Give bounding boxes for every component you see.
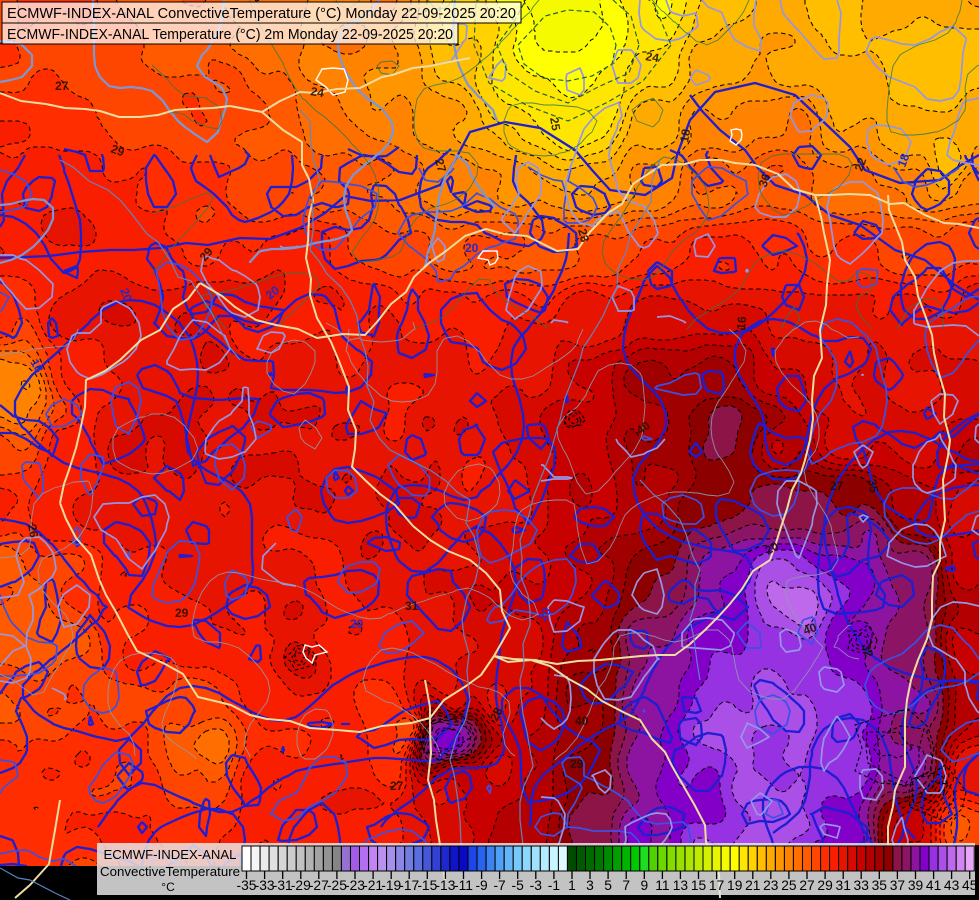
svg-text:27: 27 xyxy=(55,79,69,93)
svg-text:27: 27 xyxy=(432,157,449,174)
svg-text:18: 18 xyxy=(895,151,913,169)
svg-text:-17: -17 xyxy=(399,878,419,893)
svg-text:20: 20 xyxy=(117,286,135,304)
svg-text:36: 36 xyxy=(756,171,774,189)
svg-text:-29: -29 xyxy=(291,878,311,893)
svg-text:21: 21 xyxy=(745,878,760,893)
svg-text:1: 1 xyxy=(568,878,576,893)
svg-text:11: 11 xyxy=(655,878,669,893)
svg-text:29: 29 xyxy=(817,878,833,893)
svg-text:39: 39 xyxy=(908,878,924,893)
svg-text:ECMWF-INDEX-ANAL ConvectiveTem: ECMWF-INDEX-ANAL ConvectiveTemperature (… xyxy=(7,5,516,22)
svg-text:7: 7 xyxy=(622,878,630,893)
svg-text:-33: -33 xyxy=(255,878,275,893)
svg-text:13: 13 xyxy=(673,878,689,893)
svg-text:35: 35 xyxy=(872,878,888,893)
svg-text:ConvectiveTemperature: ConvectiveTemperature xyxy=(100,864,240,879)
svg-text:-35: -35 xyxy=(237,878,257,893)
svg-text:23: 23 xyxy=(763,878,779,893)
svg-text:-5: -5 xyxy=(512,878,525,893)
svg-text:22: 22 xyxy=(852,155,870,173)
svg-text:41: 41 xyxy=(926,878,941,893)
svg-text:28: 28 xyxy=(487,705,505,723)
svg-text:31: 31 xyxy=(836,878,851,893)
svg-text:17: 17 xyxy=(709,878,724,893)
svg-text:-7: -7 xyxy=(493,878,505,893)
svg-text:27: 27 xyxy=(390,779,404,793)
svg-text:-13: -13 xyxy=(435,878,455,893)
svg-text:27: 27 xyxy=(799,878,814,893)
svg-text:43: 43 xyxy=(944,878,960,893)
svg-text:°C: °C xyxy=(161,880,175,894)
svg-text:40: 40 xyxy=(801,620,819,638)
svg-text:-31: -31 xyxy=(273,878,293,893)
svg-text:5: 5 xyxy=(604,878,612,893)
svg-text:24: 24 xyxy=(644,49,660,65)
svg-text:20: 20 xyxy=(763,539,782,558)
svg-text:3: 3 xyxy=(586,878,594,893)
svg-text:-11: -11 xyxy=(454,878,473,893)
svg-text:32: 32 xyxy=(859,642,876,659)
svg-text:25: 25 xyxy=(781,878,797,893)
svg-text:16: 16 xyxy=(734,315,749,330)
svg-text:-23: -23 xyxy=(345,878,365,893)
svg-text:20: 20 xyxy=(350,617,364,631)
svg-text:29: 29 xyxy=(175,606,189,620)
svg-text:19: 19 xyxy=(727,878,743,893)
svg-text:35: 35 xyxy=(865,478,881,494)
svg-text:20: 20 xyxy=(535,605,554,624)
svg-text:-9: -9 xyxy=(475,878,488,893)
svg-text:40: 40 xyxy=(575,714,589,728)
svg-text:9: 9 xyxy=(640,878,648,893)
svg-text:33: 33 xyxy=(854,878,870,893)
svg-text:29: 29 xyxy=(109,142,127,160)
svg-text:29: 29 xyxy=(570,757,584,771)
svg-text:-25: -25 xyxy=(327,878,347,893)
svg-text:37: 37 xyxy=(890,878,905,893)
svg-text:18: 18 xyxy=(677,128,693,144)
svg-text:20: 20 xyxy=(465,241,479,255)
svg-text:18: 18 xyxy=(27,357,46,376)
svg-text:25: 25 xyxy=(547,116,563,132)
svg-text:-19: -19 xyxy=(381,878,401,893)
svg-text:-21: -21 xyxy=(363,878,383,893)
svg-text:26: 26 xyxy=(25,523,41,539)
svg-text:27: 27 xyxy=(830,479,844,493)
svg-text:45: 45 xyxy=(962,878,978,893)
svg-text:31: 31 xyxy=(405,599,419,613)
svg-text:-27: -27 xyxy=(309,878,329,893)
svg-text:-1: -1 xyxy=(548,878,560,893)
svg-text:-3: -3 xyxy=(530,878,543,893)
svg-text:ECMWF-INDEX-ANAL: ECMWF-INDEX-ANAL xyxy=(104,847,237,862)
svg-text:15: 15 xyxy=(691,878,707,893)
svg-text:ECMWF-INDEX-ANAL Temperature (: ECMWF-INDEX-ANAL Temperature (°C) 2m Mon… xyxy=(7,26,453,43)
svg-text:23: 23 xyxy=(575,227,592,244)
svg-text:-15: -15 xyxy=(417,878,437,893)
svg-text:24: 24 xyxy=(309,84,325,100)
